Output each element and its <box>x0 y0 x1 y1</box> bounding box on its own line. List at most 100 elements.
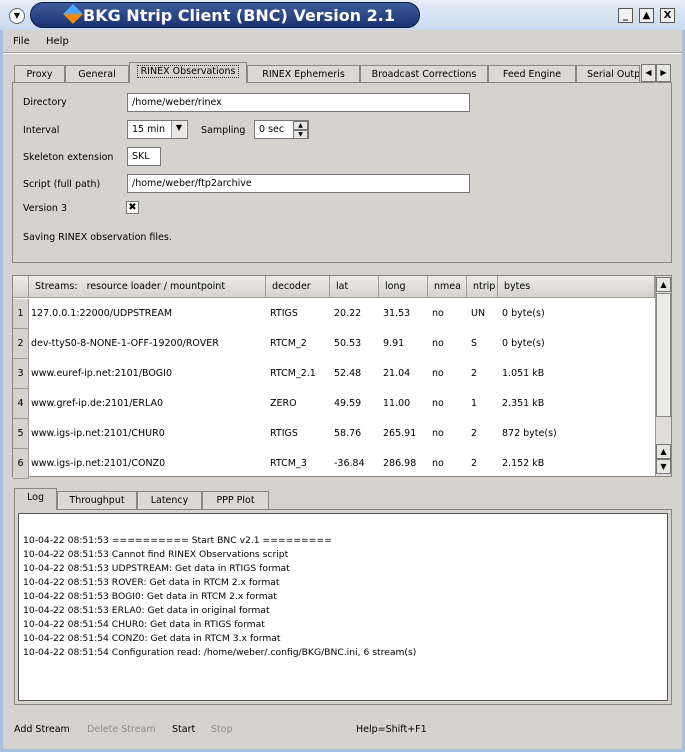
directory-input[interactable]: /home/weber/rinex <box>127 93 470 112</box>
scroll-up-icon[interactable]: ▲ <box>656 444 671 459</box>
log-line: 10-04-22 08:51:53 BOGI0: Get data in RTC… <box>23 591 277 602</box>
cell-stream: 127.0.0.1:22000/UDPSTREAM <box>31 308 173 319</box>
cell-long: 265.91 <box>383 428 417 439</box>
row-header[interactable]: 6 <box>13 449 29 479</box>
cell-stream: www.gref-ip.de:2101/ERLA0 <box>31 398 164 409</box>
system-menu-button[interactable]: ▼ <box>9 8 25 24</box>
cell-long: 11.00 <box>383 398 411 409</box>
column-header-nmea[interactable]: nmea <box>428 276 467 298</box>
spin-up-icon[interactable]: ▲ <box>293 121 308 130</box>
skeleton-extension-input[interactable]: SKL <box>127 147 161 166</box>
tab-serial-output[interactable]: Serial Outp <box>576 65 640 83</box>
scroll-down-icon[interactable]: ▼ <box>656 459 671 474</box>
minimize-button[interactable]: _ <box>618 8 633 23</box>
row-header[interactable]: 5 <box>13 419 29 449</box>
column-header-long[interactable]: long <box>379 276 428 298</box>
skeleton-extension-label: Skeleton extension <box>23 152 114 163</box>
tab-rinex-ephemeris[interactable]: RINEX Ephemeris <box>247 65 360 83</box>
cell-bytes: 0 byte(s) <box>502 338 545 349</box>
cell-nmea: no <box>432 368 444 379</box>
close-button[interactable]: X <box>660 8 675 23</box>
cell-stream: www.igs-ip.net:2101/CHUR0 <box>31 428 165 439</box>
table-row[interactable]: 4 www.gref-ip.de:2101/ERLA0 ZERO 49.59 11.00… <box>13 389 655 419</box>
column-header-bytes[interactable]: bytes <box>498 276 655 298</box>
delete-stream-button[interactable]: Delete Stream <box>87 724 156 735</box>
cell-lat: 58.76 <box>334 428 362 439</box>
window-title: BKG Ntrip Client (BNC) Version 2.1 <box>30 2 420 28</box>
menu-help[interactable]: Help <box>46 36 69 47</box>
tab-scroll-right-icon[interactable]: ▶ <box>656 64 671 82</box>
tab-general[interactable]: General <box>65 65 129 83</box>
column-header-lat[interactable]: lat <box>330 276 379 298</box>
cell-bytes: 2.152 kB <box>502 458 545 469</box>
tab-latency[interactable]: Latency <box>137 491 202 509</box>
row-header[interactable]: 2 <box>13 329 29 359</box>
row-header[interactable]: 4 <box>13 389 29 419</box>
cell-bytes: 872 byte(s) <box>502 428 557 439</box>
cell-ntrip: S <box>471 338 478 349</box>
cell-decoder: RTIGS <box>270 308 298 319</box>
cell-bytes: 0 byte(s) <box>502 308 545 319</box>
tab-log[interactable]: Log <box>14 488 57 510</box>
start-button[interactable]: Start <box>172 724 196 735</box>
menu-file[interactable]: File <box>13 36 30 47</box>
tab-rinex-observations[interactable]: RINEX Observations <box>129 62 247 83</box>
table-row[interactable]: 6 www.igs-ip.net:2101/CONZ0 RTCM_3 -36.84 28… <box>13 449 655 479</box>
version3-label: Version 3 <box>23 203 67 214</box>
log-text-area[interactable]: 10-04-22 08:51:53 ========== Start BNC v… <box>18 513 668 701</box>
add-stream-button[interactable]: Add Stream <box>14 724 70 735</box>
scroll-up-icon[interactable]: ▲ <box>656 277 671 292</box>
log-line: 10-04-22 08:51:53 UDPSTREAM: Get data in… <box>23 563 290 574</box>
table-row[interactable]: 3 www.euref-ip.net:2101/BOGI0 RTCM_2.1 52.4… <box>13 359 655 389</box>
tab-throughput[interactable]: Throughput <box>57 491 137 509</box>
help-shortcut-label: Help=Shift+F1 <box>356 724 427 735</box>
cell-nmea: no <box>432 458 444 469</box>
cell-long: 31.53 <box>383 308 411 319</box>
column-header-decoder[interactable]: decoder <box>266 276 330 298</box>
column-header-ntrip[interactable]: ntrip <box>467 276 498 298</box>
log-line: 10-04-22 08:51:54 CONZ0: Get data in RTC… <box>23 633 281 644</box>
column-header-stream[interactable]: Streams: resource loader / mountpoint <box>29 276 266 298</box>
cell-long: 286.98 <box>383 458 417 469</box>
scrollbar-thumb[interactable] <box>656 293 671 417</box>
tab-proxy[interactable]: Proxy <box>14 65 65 83</box>
version3-checkbox[interactable]: ✖ <box>126 201 139 214</box>
tab-broadcast-corrections[interactable]: Broadcast Corrections <box>360 65 488 83</box>
interval-label: Interval <box>23 125 60 136</box>
script-input[interactable]: /home/weber/ftp2archive <box>127 174 470 193</box>
spin-down-icon[interactable]: ▼ <box>293 130 308 139</box>
tab-ppp-plot[interactable]: PPP Plot <box>202 491 269 509</box>
streams-table[interactable]: Streams: resource loader / mountpoint dec… <box>12 275 672 479</box>
log-line: 10-04-22 08:51:53 ERLA0: Get data in ori… <box>23 605 270 616</box>
interval-value: 15 min <box>132 124 166 135</box>
cell-decoder: RTIGS <box>270 428 298 439</box>
table-row[interactable]: 2 dev-ttyS0-8-NONE-1-OFF-19200/ROVER RTCM_… <box>13 329 655 359</box>
script-label: Script (full path) <box>23 179 101 190</box>
cell-ntrip: 2 <box>471 458 478 469</box>
vertical-scrollbar[interactable]: ▲ ▲ ▼ <box>655 276 671 476</box>
table-row[interactable]: 1 127.0.0.1:22000/UDPSTREAM RTIGS 20.22 31.5… <box>13 299 655 329</box>
cell-ntrip: UN <box>471 308 486 319</box>
table-row[interactable]: 5 www.igs-ip.net:2101/CHUR0 RTIGS 58.76 265.… <box>13 419 655 449</box>
cell-lat: 52.48 <box>334 368 362 379</box>
row-header[interactable]: 3 <box>13 359 29 389</box>
row-header[interactable]: 1 <box>13 299 29 329</box>
log-line: 10-04-22 08:51:53 ========== Start BNC v… <box>23 535 332 546</box>
log-line: 10-04-22 08:51:54 Configuration read: /h… <box>23 647 417 658</box>
cell-stream: dev-ttyS0-8-NONE-1-OFF-19200/ROVER <box>31 338 219 349</box>
tab-scroll-left-icon[interactable]: ◀ <box>641 64 656 82</box>
sampling-label: Sampling <box>201 125 246 136</box>
corner-header <box>13 276 29 298</box>
maximize-button[interactable]: ▲ <box>639 8 654 23</box>
stop-button[interactable]: Stop <box>211 724 233 735</box>
title-bar[interactable]: ▼ BKG Ntrip Client (BNC) Version 2.1 _ ▲… <box>0 0 685 30</box>
sampling-value: 0 sec <box>259 124 285 135</box>
cell-decoder: RTCM_2 <box>270 338 307 349</box>
panel-description: Saving RINEX observation files. <box>23 232 172 243</box>
tab-feed-engine[interactable]: Feed Engine <box>488 65 576 83</box>
cell-nmea: no <box>432 428 444 439</box>
menu-separator <box>3 52 682 54</box>
cell-lat: 49.59 <box>334 398 362 409</box>
chevron-down-icon[interactable]: ▼ <box>171 121 186 138</box>
